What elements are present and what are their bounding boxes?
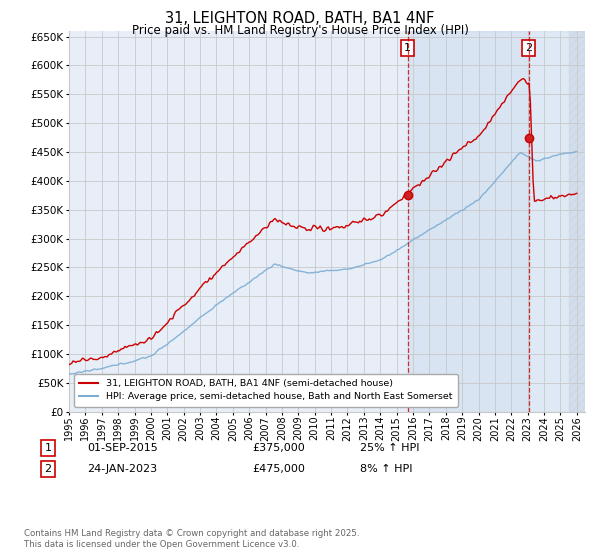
Text: 8% ↑ HPI: 8% ↑ HPI <box>360 464 413 474</box>
Text: £375,000: £375,000 <box>252 443 305 453</box>
Text: Contains HM Land Registry data © Crown copyright and database right 2025.
This d: Contains HM Land Registry data © Crown c… <box>24 529 359 549</box>
Bar <box>569 31 585 412</box>
Text: 1: 1 <box>44 443 52 453</box>
Text: 1: 1 <box>404 43 411 53</box>
Text: 2: 2 <box>44 464 52 474</box>
Text: 31, LEIGHTON ROAD, BATH, BA1 4NF: 31, LEIGHTON ROAD, BATH, BA1 4NF <box>166 11 434 26</box>
Text: 01-SEP-2015: 01-SEP-2015 <box>87 443 158 453</box>
Text: 2: 2 <box>525 43 532 53</box>
Legend: 31, LEIGHTON ROAD, BATH, BA1 4NF (semi-detached house), HPI: Average price, semi: 31, LEIGHTON ROAD, BATH, BA1 4NF (semi-d… <box>74 374 458 407</box>
Text: Price paid vs. HM Land Registry's House Price Index (HPI): Price paid vs. HM Land Registry's House … <box>131 24 469 37</box>
Bar <box>407 31 529 412</box>
Bar <box>529 31 585 412</box>
Text: £475,000: £475,000 <box>252 464 305 474</box>
Text: 24-JAN-2023: 24-JAN-2023 <box>87 464 157 474</box>
Text: 25% ↑ HPI: 25% ↑ HPI <box>360 443 419 453</box>
